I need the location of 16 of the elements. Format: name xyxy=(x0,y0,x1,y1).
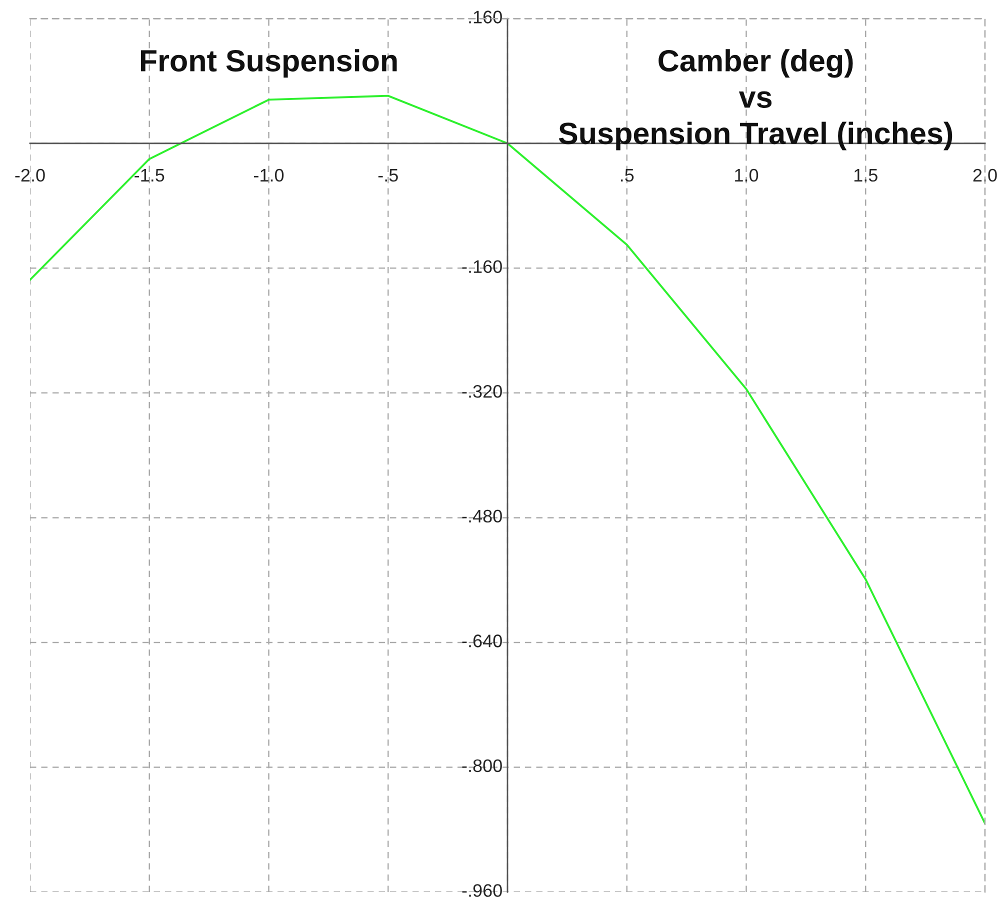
x-tick-label: -1.0 xyxy=(254,168,284,182)
x-tick-label: .5 xyxy=(620,169,634,182)
x-tick-label: 1.5 xyxy=(854,169,878,182)
y-tick-label: -.320 xyxy=(462,384,502,398)
x-tick-label: 1.0 xyxy=(735,168,758,182)
y-tick-label: -.480 xyxy=(462,510,502,523)
x-tick-label: 2.0 xyxy=(973,168,997,182)
y-tick-label: -.640 xyxy=(462,634,502,648)
x-tick-label: -1.5 xyxy=(134,169,164,182)
y-tick-label: -.160 xyxy=(462,260,502,273)
y-tick-label: -.960 xyxy=(462,884,502,897)
annotation: Front Suspension xyxy=(140,49,397,78)
y-tick-label: -.800 xyxy=(462,759,502,772)
x-tick-label: -.5 xyxy=(378,169,398,182)
x-tick-label: -2.0 xyxy=(15,168,45,182)
y-tick-label: .160 xyxy=(469,10,502,24)
